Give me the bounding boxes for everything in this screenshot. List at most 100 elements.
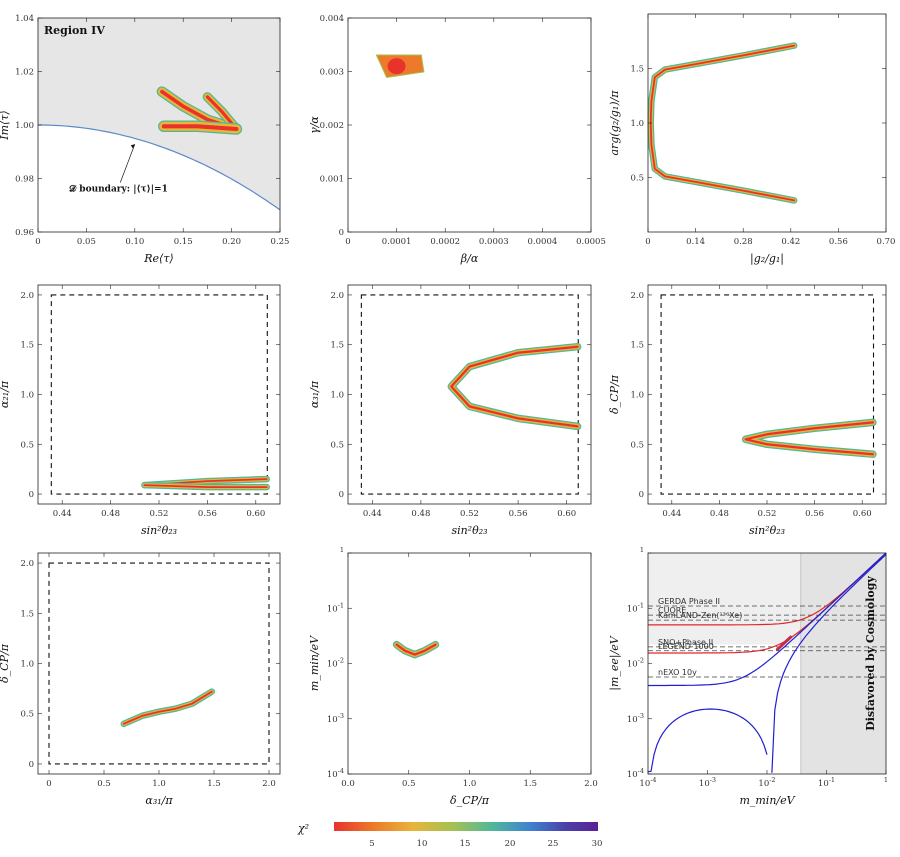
- x-axis-label: β/α: [460, 252, 479, 265]
- mmin-curve-core: [395, 643, 437, 656]
- y-tick-label: 2.0: [20, 291, 34, 301]
- y-tick-label: 1.0: [20, 391, 34, 401]
- plot-frame: [37, 284, 281, 505]
- y-tick-label: 0.98: [15, 175, 34, 185]
- tick-exp: -2: [638, 657, 644, 665]
- tick-base: 10: [758, 779, 769, 789]
- x-tick-label: 10-3: [699, 776, 716, 789]
- x-tick-label: 0.60: [557, 509, 576, 519]
- plot-frame: [647, 284, 887, 505]
- x-tick-label: 0.14: [686, 237, 705, 247]
- x-axis-label: m_min/eV: [739, 794, 795, 807]
- x-tick-label: 0.10: [125, 237, 144, 247]
- plot-frame: [647, 13, 887, 233]
- alpha31-curve-edge: [447, 342, 582, 431]
- y-axis-label: δ_CP/π: [608, 374, 621, 414]
- x-tick-label: 0: [35, 237, 40, 247]
- y-tick-label: 0.5: [630, 174, 644, 184]
- y-tick-label: 1: [340, 546, 344, 554]
- disfavored-region: [800, 553, 886, 774]
- x-tick-label: 0: [345, 237, 350, 247]
- y-tick-label: 10-2: [627, 657, 644, 670]
- x-tick-label: 2.0: [584, 779, 598, 789]
- colorbar-label: χ²: [297, 822, 309, 835]
- y-tick-label: 1.00: [15, 121, 34, 131]
- fundamental-domain-shade: [38, 18, 280, 210]
- x-tick-label: 0.44: [363, 509, 382, 519]
- tick-base: 10: [627, 604, 638, 614]
- x-axis-label: α₃₁/π: [145, 794, 173, 807]
- no-lower-curve-right: [771, 554, 887, 773]
- boundary-annotation: 𝒟 boundary: |⟨τ⟩|=1: [69, 183, 168, 194]
- allowed-range-box: [50, 294, 268, 495]
- x-tick-label: 1.0: [463, 779, 477, 789]
- x-tick-label: 1.5: [207, 779, 221, 789]
- y-tick-label: 0.004: [320, 14, 344, 24]
- y-tick-label: 0.5: [20, 710, 34, 720]
- x-tick-label: 0: [46, 779, 51, 789]
- deltacp-curve-core: [744, 421, 875, 456]
- x-tick-label: 0.52: [150, 509, 169, 519]
- tick-base: 10: [639, 779, 650, 789]
- experiment-label: KamLAND-Zen(¹³⁶Xe): [658, 611, 742, 620]
- tick-exp: -2: [769, 776, 775, 784]
- y-tick-label: 0.002: [320, 121, 344, 131]
- y-tick-label: 1.0: [20, 660, 34, 670]
- lower-branch-core: [161, 124, 239, 132]
- y-tick-label: 1: [640, 546, 644, 554]
- tick-base: 10: [327, 770, 338, 780]
- tick-base: 10: [327, 604, 338, 614]
- x-tick-label: 1.5: [523, 779, 537, 789]
- experiment-label: GERDA Phase II: [658, 597, 720, 606]
- y-tick-label: 10-3: [627, 712, 644, 725]
- y-tick-label: 0.5: [330, 440, 344, 450]
- y-axis-label: α₂₁/π: [0, 380, 11, 408]
- x-tick-label: 0.0003: [479, 237, 509, 247]
- tick-exp: -2: [338, 657, 344, 665]
- tick-exp: -4: [338, 767, 344, 775]
- y-tick-label: 10-1: [627, 601, 644, 614]
- x-tick-label: 10-1: [818, 776, 835, 789]
- panel-tau: 0 0.05 0.10 0.15 0.20 0.25 0.96 0.98 1.00 1.02 1.0…: [0, 14, 289, 265]
- x-tick-label: 0.44: [53, 509, 72, 519]
- x-tick-label: 0.0002: [430, 237, 460, 247]
- panel-p4: 0.44 0.48 0.52 0.56 0.60 0 0.5 1.0 1.5 2.0 sin²θ₂₃…: [0, 284, 281, 537]
- y-tick-label: 1.5: [630, 341, 644, 351]
- y-tick-label: 1.5: [630, 65, 644, 75]
- y-tick-label: 0: [639, 490, 644, 500]
- y-axis-label: arg(g₂/g₁)/π: [608, 90, 621, 156]
- tick-base: 10: [327, 660, 338, 670]
- y-tick-label: 0.96: [15, 228, 34, 238]
- x-tick-label: 0.56: [509, 509, 528, 519]
- x-tick-label: 1: [884, 776, 888, 784]
- tick-base: 10: [818, 779, 829, 789]
- x-tick-label: 0.48: [710, 509, 729, 519]
- x-tick-label: 0.5: [97, 779, 111, 789]
- colorbar-tick-30: 30: [592, 839, 603, 849]
- x-tick-label: 10-2: [758, 776, 775, 789]
- y-tick-label: 10-1: [327, 601, 344, 614]
- y-tick-label: 0.5: [630, 440, 644, 450]
- tick-base: 10: [627, 770, 638, 780]
- experiment-label: CUORE: [658, 606, 686, 615]
- x-tick-label: 0.60: [853, 509, 872, 519]
- y-tick-label: 1.0: [330, 391, 344, 401]
- disfavored-label: Disfavored by Cosmology: [864, 576, 877, 731]
- g2g1-curve-core: [649, 44, 796, 202]
- experiment-label: LEGEND 1000: [658, 642, 714, 651]
- x-tick-label: 1.0: [152, 779, 166, 789]
- no-lower-curve-left: [647, 708, 768, 773]
- plot-frame: [347, 552, 592, 775]
- experiment-label: SNO+Phase II: [658, 638, 713, 647]
- x-tick-label: 0.52: [460, 509, 479, 519]
- y-tick-label: 0: [339, 490, 344, 500]
- x-tick-label: 0.60: [246, 509, 265, 519]
- x-tick-label: 0: [645, 237, 650, 247]
- region-title: Region IV: [44, 24, 105, 37]
- boundary-curve: [38, 124, 281, 211]
- x-tick-label: 0.56: [829, 237, 848, 247]
- y-axis-label: α₃₁/π: [308, 380, 321, 408]
- x-tick-label: 0.0004: [528, 237, 558, 247]
